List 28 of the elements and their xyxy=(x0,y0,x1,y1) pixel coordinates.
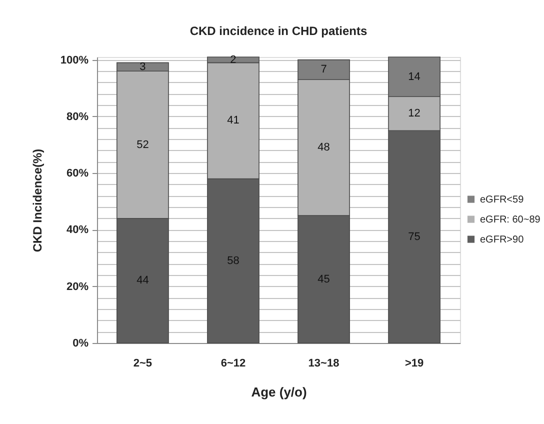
x-tick-label: 13~18 xyxy=(308,358,340,370)
x-tick-label: 6~12 xyxy=(220,358,246,370)
chart-title: CKD incidence in CHD patients xyxy=(190,24,368,38)
data-label: 44 xyxy=(136,274,149,287)
legend-label: eGFR>90 xyxy=(480,234,524,246)
data-label: 12 xyxy=(408,108,420,120)
legend-label: eGFR: 60~89 xyxy=(480,214,541,226)
legend-label: eGFR<59 xyxy=(480,194,524,206)
y-tick-label: 80% xyxy=(66,110,89,123)
x-axis-title: Age (y/o) xyxy=(251,384,307,400)
data-label: 7 xyxy=(320,64,327,76)
y-tick-label: 40% xyxy=(66,224,89,236)
data-label: 52 xyxy=(136,138,149,151)
y-tick-label: 100% xyxy=(60,54,89,66)
x-tick-label: >19 xyxy=(404,358,424,370)
data-label: 45 xyxy=(318,273,330,286)
data-label: 3 xyxy=(140,60,146,73)
y-tick-label: 20% xyxy=(66,280,89,293)
data-label: 58 xyxy=(227,254,240,267)
data-label: 41 xyxy=(227,114,240,127)
data-label: 75 xyxy=(408,230,420,243)
y-axis-title: CKD Incidence(%) xyxy=(30,148,44,252)
x-tick-label: 2~5 xyxy=(133,358,152,370)
y-tick-label: 0% xyxy=(72,338,89,350)
data-label: 14 xyxy=(408,70,420,83)
data-label: 48 xyxy=(318,142,330,154)
y-tick-label: 60% xyxy=(66,168,89,180)
data-label: 2 xyxy=(230,54,236,66)
